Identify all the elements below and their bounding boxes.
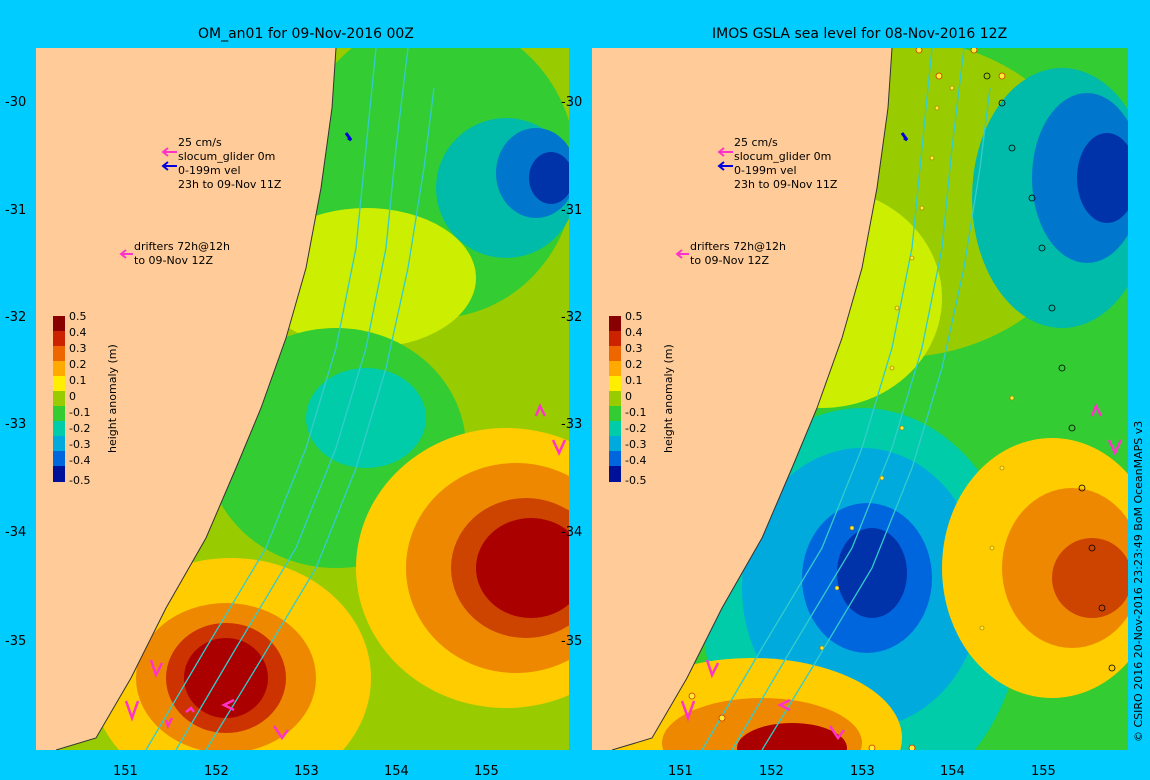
cb-tick: -0.3 [625, 438, 646, 451]
y-tick: -31 [5, 203, 27, 218]
cb-tick: 0.4 [69, 326, 87, 339]
y-tick: -30 [5, 95, 27, 110]
key-line: slocum_glider 0m [734, 150, 831, 163]
key-line: 25 cm/s [734, 136, 778, 149]
x-tick: 155 [1031, 764, 1056, 779]
right-map[interactable]: 0.5 0.4 0.3 0.2 0.1 0 -0.1 -0.2 -0.3 -0.… [592, 48, 1128, 750]
x-tick: 152 [759, 764, 784, 779]
cb-tick: 0.2 [625, 358, 643, 371]
cb-tick: -0.5 [625, 474, 646, 487]
x-tick: 153 [294, 764, 319, 779]
key-line: 25 cm/s [178, 136, 222, 149]
x-tick: 153 [850, 764, 875, 779]
cb-tick: -0.1 [625, 406, 646, 419]
y-tick: -33 [561, 417, 583, 432]
drifter-line: to 09-Nov 12Z [690, 254, 769, 267]
x-tick: 154 [384, 764, 409, 779]
x-tick: 155 [474, 764, 499, 779]
y-tick: -30 [561, 95, 583, 110]
y-tick: -31 [561, 203, 583, 218]
key-line: 0-199m vel [734, 164, 797, 177]
y-tick: -33 [5, 417, 27, 432]
key-line: 23h to 09-Nov 11Z [734, 178, 838, 191]
cb-tick: 0.3 [625, 342, 643, 355]
cb-tick: -0.3 [69, 438, 90, 451]
key-line: slocum_glider 0m [178, 150, 275, 163]
cb-tick: -0.4 [625, 454, 646, 467]
right-colorbar: 0.5 0.4 0.3 0.2 0.1 0 -0.1 -0.2 -0.3 -0.… [609, 310, 675, 487]
cb-label: height anomaly (m) [662, 344, 675, 453]
left-colorbar: 0.5 0.4 0.3 0.2 0.1 0 -0.1 -0.2 -0.3 -0.… [53, 310, 119, 487]
cb-tick: 0.1 [69, 374, 87, 387]
right-panel-title: IMOS GSLA sea level for 08-Nov-2016 12Z [712, 26, 1008, 42]
credit-text: © CSIRO 2016 20-Nov-2016 23:23:49 BoM Oc… [1132, 420, 1145, 742]
cb-tick: -0.2 [625, 422, 646, 435]
y-tick: -35 [5, 634, 27, 649]
right-land [592, 48, 892, 750]
cb-label: height anomaly (m) [106, 344, 119, 453]
left-map[interactable]: 0.5 0.4 0.3 0.2 0.1 0 -0.1 -0.2 -0.3 -0.… [36, 48, 569, 750]
drifter-line: drifters 72h@12h [134, 240, 230, 253]
cb-tick: 0.4 [625, 326, 643, 339]
left-land [36, 48, 336, 750]
drifter-line: drifters 72h@12h [690, 240, 786, 253]
cb-tick: -0.1 [69, 406, 90, 419]
y-tick: -32 [561, 310, 583, 325]
y-tick: -34 [561, 525, 583, 540]
drifter-line: to 09-Nov 12Z [134, 254, 213, 267]
cb-tick: -0.2 [69, 422, 90, 435]
y-tick: -35 [561, 634, 583, 649]
cb-tick: 0.2 [69, 358, 87, 371]
x-tick: 151 [113, 764, 138, 779]
left-map-svg: 0.5 0.4 0.3 0.2 0.1 0 -0.1 -0.2 -0.3 -0.… [36, 48, 569, 750]
y-tick: -34 [5, 525, 27, 540]
left-panel-title: OM_an01 for 09-Nov-2016 00Z [198, 26, 414, 42]
cb-tick: 0 [625, 390, 632, 403]
x-tick: 151 [668, 764, 693, 779]
cb-tick: -0.4 [69, 454, 90, 467]
key-line: 0-199m vel [178, 164, 241, 177]
key-line: 23h to 09-Nov 11Z [178, 178, 282, 191]
right-map-svg: 0.5 0.4 0.3 0.2 0.1 0 -0.1 -0.2 -0.3 -0.… [592, 48, 1128, 750]
x-tick: 154 [940, 764, 965, 779]
cb-tick: 0.3 [69, 342, 87, 355]
cb-tick: 0.5 [69, 310, 87, 323]
y-tick: -32 [5, 310, 27, 325]
x-tick: 152 [204, 764, 229, 779]
cb-tick: 0 [69, 390, 76, 403]
cb-tick: 0.1 [625, 374, 643, 387]
cb-tick: -0.5 [69, 474, 90, 487]
cb-tick: 0.5 [625, 310, 643, 323]
